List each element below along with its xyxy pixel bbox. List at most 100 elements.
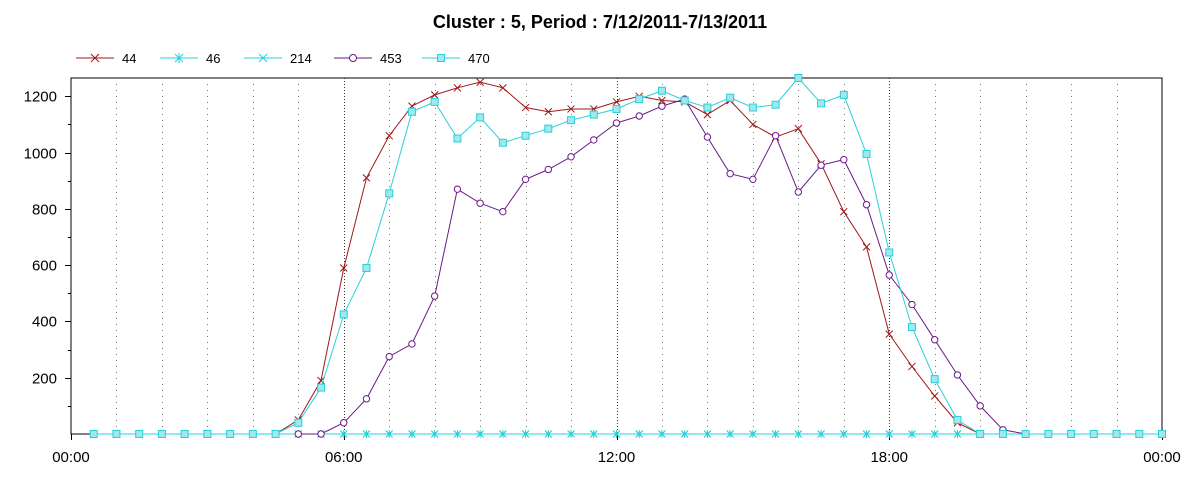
- data-point-453: [567, 153, 575, 161]
- data-point-470: [794, 74, 803, 82]
- data-point-453: [953, 371, 962, 379]
- data-point-470: [862, 149, 871, 158]
- legend-item-44: 44: [76, 49, 160, 67]
- legend-item-214: 214: [244, 49, 334, 67]
- data-point-470: [453, 134, 462, 143]
- data-point-44: [499, 83, 507, 92]
- data-point-214: [953, 430, 962, 438]
- data-point-44: [885, 330, 894, 338]
- data-point-470: [248, 430, 257, 438]
- data-point-44: [385, 131, 394, 140]
- data-point-470: [1112, 430, 1121, 438]
- data-point-453: [794, 188, 803, 196]
- data-point-470: [976, 430, 985, 438]
- data-point-470: [726, 93, 735, 102]
- data-point-470: [476, 113, 485, 122]
- data-point-470: [112, 430, 121, 438]
- data-point-44: [862, 243, 871, 251]
- data-point-214: [908, 430, 916, 438]
- data-point-214: [430, 430, 439, 438]
- data-point-453: [931, 336, 939, 344]
- x-tick-label: 12:00: [598, 449, 636, 466]
- data-point-453: [340, 419, 348, 427]
- legend-item-470: 470: [422, 49, 506, 67]
- data-point-470: [612, 104, 621, 113]
- data-point-214: [680, 430, 689, 438]
- data-point-453: [749, 175, 757, 184]
- data-point-470: [771, 100, 780, 109]
- legend-swatch-46: [160, 53, 198, 63]
- legend-swatch-470: [422, 54, 460, 62]
- data-point-453: [726, 169, 734, 178]
- data-point-44: [544, 107, 553, 116]
- data-point-214: [703, 430, 712, 438]
- data-point-214: [589, 430, 598, 438]
- data-point-214: [521, 430, 530, 438]
- data-point-44: [749, 120, 757, 129]
- data-point-214: [339, 430, 348, 438]
- legend-label-46: 46: [206, 50, 221, 66]
- data-point-44: [317, 376, 325, 385]
- data-point-214: [862, 430, 871, 438]
- x-tick-label: 00:00: [52, 449, 90, 466]
- data-point-470: [657, 86, 666, 95]
- legend-item-453: 453: [334, 49, 422, 67]
- data-point-453: [862, 200, 871, 209]
- data-point-453: [590, 136, 598, 144]
- legend-label-470: 470: [468, 50, 490, 66]
- data-point-470: [839, 90, 848, 99]
- data-point-470: [1158, 430, 1166, 438]
- data-point-470: [362, 263, 371, 272]
- data-point-453: [476, 199, 484, 207]
- data-point-470: [1089, 430, 1098, 438]
- data-point-470: [544, 124, 553, 133]
- data-point-44: [430, 91, 439, 99]
- data-point-214: [476, 430, 484, 438]
- data-point-453: [521, 175, 530, 184]
- chart-legend: 44 46 214 453 470: [76, 49, 506, 67]
- data-point-453: [317, 430, 325, 438]
- plot-frame: [70, 77, 1163, 435]
- chart-title: Cluster : 5, Period : 7/12/2011-7/13/201…: [432, 12, 768, 32]
- data-point-470: [226, 430, 235, 438]
- data-point-470: [339, 310, 348, 319]
- data-point-214: [839, 430, 848, 438]
- data-point-453: [499, 207, 507, 216]
- data-point-44: [339, 264, 348, 272]
- data-point-214: [771, 430, 780, 438]
- data-point-214: [726, 430, 734, 438]
- x-tick-label: 00:00: [1143, 449, 1181, 466]
- series-line-470: [93, 77, 1162, 435]
- data-point-470: [1021, 430, 1030, 438]
- data-point-470: [748, 103, 757, 112]
- data-point-214: [567, 430, 575, 438]
- y-tick-label: 1000: [24, 146, 57, 163]
- data-point-470: [930, 375, 939, 384]
- data-point-214: [794, 430, 803, 438]
- data-point-214: [930, 430, 939, 438]
- data-point-453: [908, 300, 916, 309]
- data-point-470: [1135, 430, 1144, 438]
- legend-label-453: 453: [380, 50, 402, 66]
- data-point-44: [703, 110, 712, 119]
- data-point-453: [703, 133, 712, 141]
- data-point-470: [589, 110, 598, 119]
- data-point-470: [430, 97, 439, 106]
- data-point-470: [89, 430, 98, 438]
- data-point-470: [385, 189, 394, 198]
- data-point-470: [317, 383, 326, 392]
- data-point-44: [908, 362, 916, 371]
- data-point-470: [817, 99, 826, 108]
- data-point-470: [294, 418, 303, 427]
- legend-swatch-214: [244, 53, 282, 63]
- legend-swatch-453: [334, 54, 372, 62]
- y-tick-label: 800: [32, 202, 57, 219]
- series-line-453: [298, 98, 1026, 435]
- data-point-470: [680, 96, 689, 105]
- data-point-44: [794, 124, 803, 133]
- data-point-470: [1044, 430, 1053, 438]
- data-point-214: [749, 430, 757, 438]
- data-point-453: [976, 402, 984, 410]
- data-point-214: [453, 430, 462, 438]
